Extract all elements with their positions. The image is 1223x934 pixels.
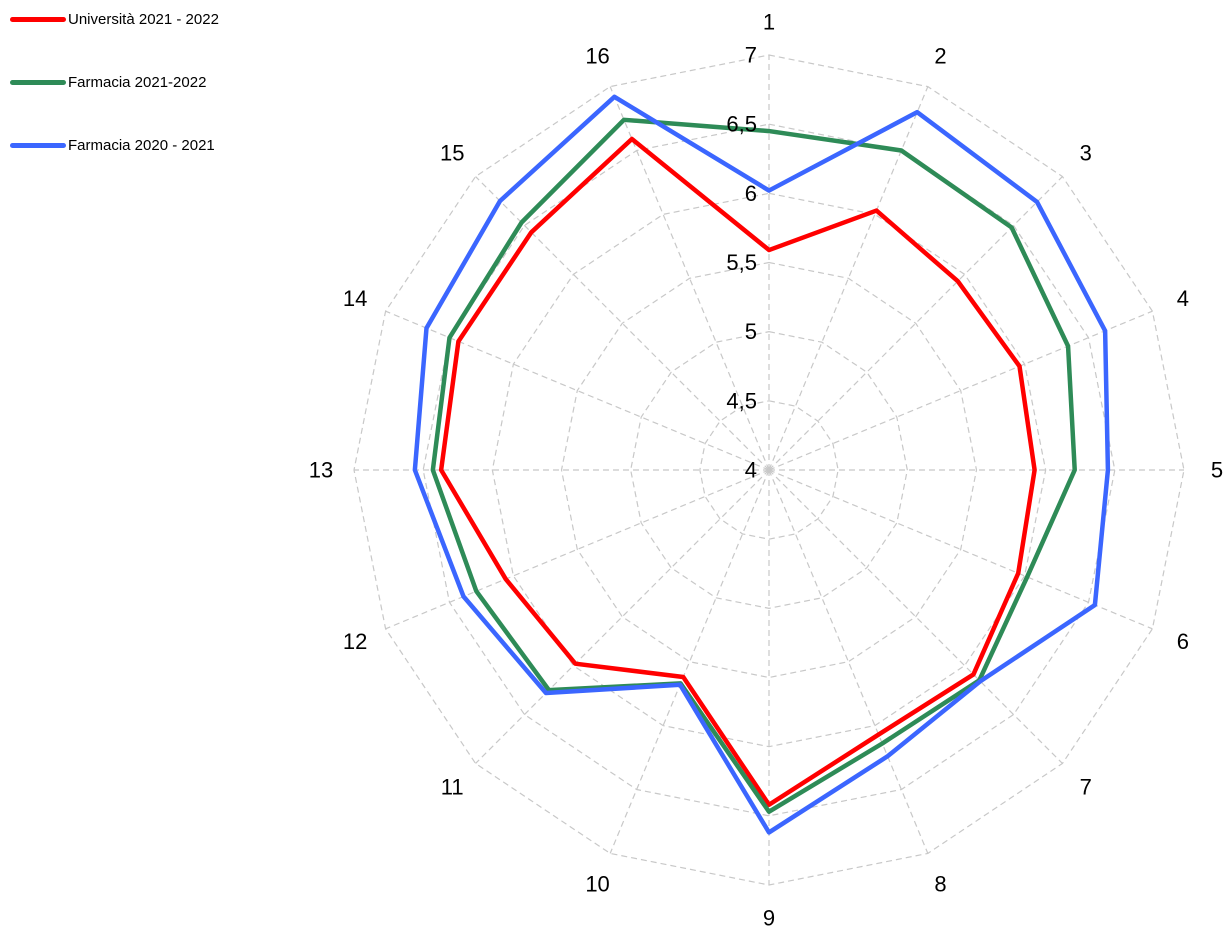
grid-ring xyxy=(630,331,908,609)
axis-label-12: 12 xyxy=(343,629,367,654)
legend-swatch xyxy=(10,79,66,85)
axis-label-3: 3 xyxy=(1080,141,1092,166)
axis-label-16: 16 xyxy=(585,44,609,69)
axis-label-7: 7 xyxy=(1080,774,1092,799)
radar-grid xyxy=(353,54,1185,886)
legend: Università 2021 - 2022 Farmacia 2021-202… xyxy=(10,9,219,198)
legend-label: Farmacia 2021-2022 xyxy=(68,73,207,91)
legend-swatch xyxy=(10,142,66,148)
axis-label-10: 10 xyxy=(585,871,609,896)
grid-spoke xyxy=(475,176,770,471)
grid-spoke xyxy=(385,469,770,630)
legend-item-universita-2021-2022: Università 2021 - 2022 xyxy=(10,9,219,29)
tick-label: 7 xyxy=(745,43,757,68)
axis-label-8: 8 xyxy=(934,871,946,896)
grid-spoke xyxy=(768,310,1153,471)
axis-label-11: 11 xyxy=(441,774,464,799)
tick-label: 5,5 xyxy=(726,250,757,275)
axis-label-4: 4 xyxy=(1177,286,1189,311)
axis-label-5: 5 xyxy=(1211,458,1223,483)
tick-label: 6,5 xyxy=(726,112,757,137)
grid-spoke xyxy=(768,469,1153,630)
tick-label: 4,5 xyxy=(726,388,757,413)
axis-label-14: 14 xyxy=(343,286,367,311)
grid-spoke xyxy=(768,176,1063,471)
grid-ring xyxy=(699,400,839,540)
axis-label-1: 1 xyxy=(763,10,775,35)
tick-label: 5 xyxy=(745,319,757,344)
legend-swatch xyxy=(10,16,66,22)
tick-label: 4 xyxy=(745,458,757,483)
axis-label-6: 6 xyxy=(1177,629,1189,654)
legend-label: Farmacia 2020 - 2021 xyxy=(68,136,215,154)
grid-spoke xyxy=(768,469,1063,764)
axis-label-2: 2 xyxy=(934,44,946,69)
legend-label: Università 2021 - 2022 xyxy=(68,10,219,28)
series-farmacia-2021-2022 xyxy=(430,117,1077,814)
series-farmacia-2020-2021 xyxy=(412,94,1111,835)
grid-spoke xyxy=(768,469,929,854)
legend-item-farmacia-2021-2022: Farmacia 2021-2022 xyxy=(10,72,219,92)
axis-label-13: 13 xyxy=(309,458,333,483)
tick-label: 6 xyxy=(745,181,757,206)
grid-ring xyxy=(560,261,978,679)
axis-label-15: 15 xyxy=(440,141,464,166)
axis-label-9: 9 xyxy=(763,906,775,931)
grid-spoke xyxy=(475,469,770,764)
legend-item-farmacia-2020-2021: Farmacia 2020 - 2021 xyxy=(10,135,219,155)
radar-series xyxy=(412,94,1111,835)
series-universit-2021-2022 xyxy=(438,136,1037,808)
grid-spoke xyxy=(609,86,770,471)
grid-ring xyxy=(491,192,1047,748)
grid-spoke xyxy=(609,469,770,854)
